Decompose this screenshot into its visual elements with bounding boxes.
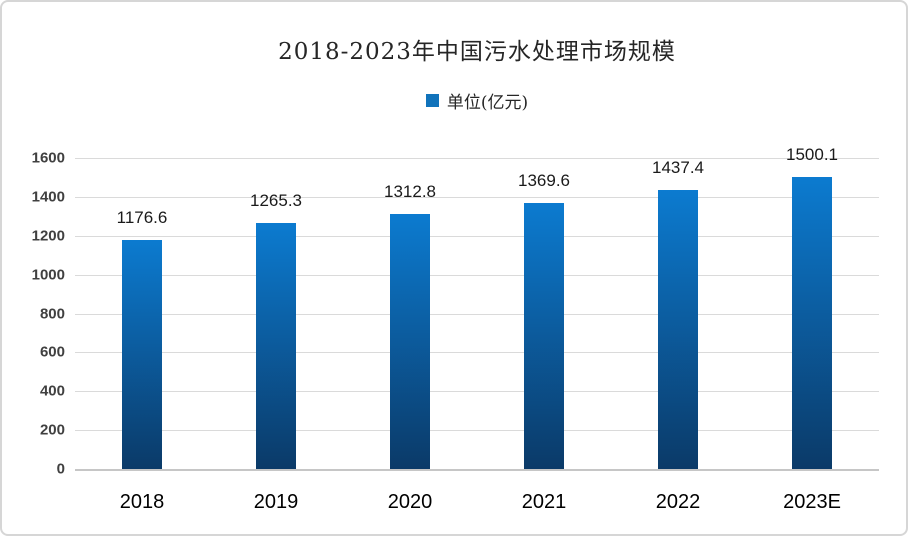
bar	[256, 223, 296, 469]
gridline	[75, 391, 879, 393]
bar-group: 1312.8 2020	[343, 158, 477, 513]
y-axis-label: 1600	[31, 149, 65, 167]
gridline	[75, 352, 879, 354]
gridline	[75, 274, 879, 276]
y-axis-label: 800	[39, 305, 65, 322]
y-axis-label: 1400	[31, 188, 65, 206]
bar-group: 1176.6 2018	[75, 158, 209, 513]
plot-area: 1176.6 2018 1265.3 2019 1312.8 2020 1369.6 2021…	[75, 145, 879, 513]
bar-value-label: 1265.3	[250, 191, 302, 211]
x-axis-label: 2019	[253, 491, 299, 513]
bar	[524, 202, 564, 469]
legend-marker-icon	[425, 94, 439, 107]
bar-group: 1265.3 2019	[209, 158, 343, 513]
bar	[390, 213, 430, 469]
y-axis: 0 200 400 600 800 1000 1200 1400 1600	[2, 150, 65, 478]
bar	[122, 240, 162, 469]
bar-value-label: 1312.8	[384, 181, 436, 201]
bar-value-label: 1176.6	[116, 208, 168, 228]
gridline	[75, 430, 879, 432]
bar-group: 1437.4 2022	[611, 157, 745, 513]
y-axis-label: 200	[39, 421, 65, 439]
x-axis-label: 2020	[387, 491, 433, 513]
gridline	[75, 158, 879, 159]
gridline	[75, 196, 879, 198]
legend-label: 单位(亿元)	[446, 93, 529, 113]
bar-group: 1369.6 2021	[477, 158, 611, 513]
chart-title: 2018-2023年中国污水处理市场规模	[278, 39, 676, 65]
bar-group: 1500.1 2023E	[745, 145, 879, 513]
x-axis-label: 2021	[521, 491, 567, 513]
y-axis-label: 400	[39, 382, 65, 400]
x-axis-label: 2023E	[783, 491, 841, 513]
bar-value-label: 1437.4	[652, 157, 704, 177]
legend: 单位(亿元)	[75, 88, 879, 113]
bar	[658, 189, 698, 469]
x-axis-label: 2018	[119, 491, 165, 513]
y-axis-label: 600	[39, 343, 65, 361]
bar-value-label: 1500.1	[786, 145, 838, 165]
y-axis-label: 1000	[31, 266, 65, 284]
bar	[792, 177, 832, 469]
x-axis-label: 2022	[655, 491, 701, 513]
bar-value-label: 1369.6	[518, 170, 570, 190]
y-axis-label: 1200	[31, 227, 65, 245]
gridline	[75, 313, 879, 315]
y-axis-label: 0	[56, 460, 65, 478]
gridline	[75, 235, 879, 237]
